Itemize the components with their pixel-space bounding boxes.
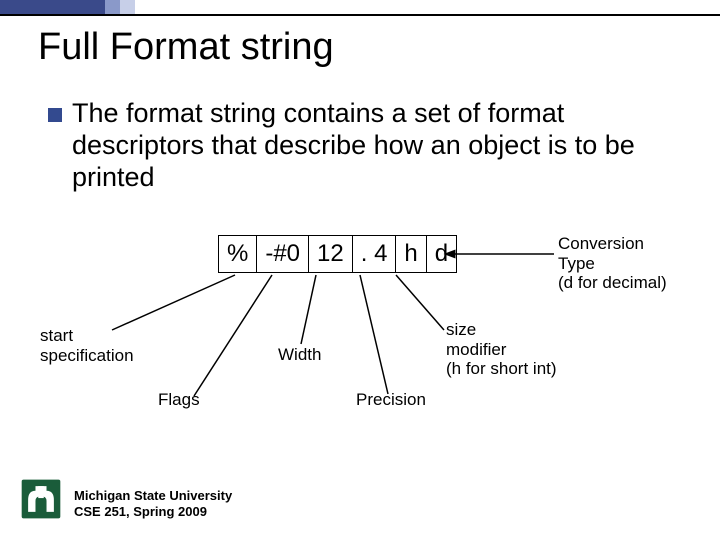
slide-title: Full Format string xyxy=(38,26,334,69)
body-text: The format string contains a set of form… xyxy=(72,98,662,194)
format-table: % -#0 12 . 4 h d xyxy=(218,235,457,273)
cell-size: h xyxy=(396,236,426,273)
bullet-icon xyxy=(48,108,62,122)
msu-logo-icon xyxy=(18,476,64,522)
cell-percent: % xyxy=(219,236,257,273)
top-rule xyxy=(0,14,720,16)
footer: Michigan State University CSE 251, Sprin… xyxy=(74,488,232,521)
footer-line2: CSE 251, Spring 2009 xyxy=(74,504,232,520)
label-conv: Conversion Type (d for decimal) xyxy=(558,234,667,293)
label-flags: Flags xyxy=(158,390,200,410)
label-precision: Precision xyxy=(356,390,426,410)
cell-conv: d xyxy=(426,236,456,273)
footer-line1: Michigan State University xyxy=(74,488,232,504)
cell-width: 12 xyxy=(309,236,353,273)
label-size: size modifier (h for short int) xyxy=(446,320,557,379)
label-start: start specification xyxy=(40,326,134,365)
accent-bar xyxy=(0,0,135,14)
label-width: Width xyxy=(278,345,321,365)
cell-precision: . 4 xyxy=(352,236,396,273)
cell-flags: -#0 xyxy=(257,236,309,273)
